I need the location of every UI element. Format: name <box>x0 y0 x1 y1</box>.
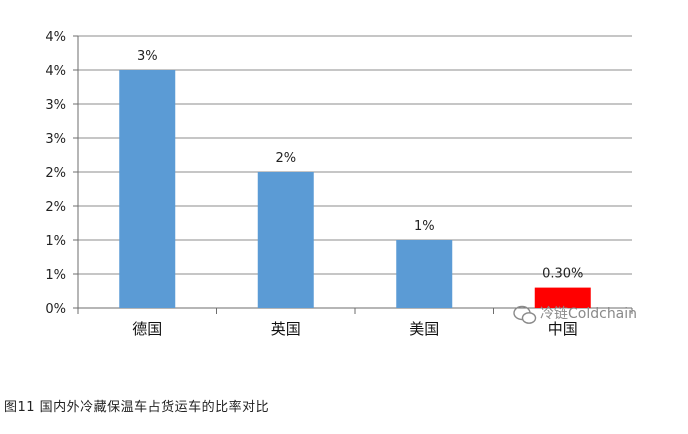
data-label: 0.30% <box>542 267 583 282</box>
x-category-label: 美国 <box>409 320 439 338</box>
bar <box>257 172 314 308</box>
y-tick-label: 1% <box>45 268 66 283</box>
bar <box>534 287 591 308</box>
x-category-label: 德国 <box>132 320 162 338</box>
watermark-text: 冷链Coldchain <box>540 306 637 322</box>
x-category-label: 中国 <box>548 320 578 338</box>
x-category-label: 英国 <box>271 320 301 338</box>
data-label: 2% <box>275 151 296 166</box>
y-tick-label: 3% <box>45 98 66 113</box>
y-tick-label: 0% <box>45 302 66 317</box>
y-tick-label: 3% <box>45 132 66 147</box>
data-label: 1% <box>414 219 435 234</box>
bars <box>119 70 591 308</box>
watermark: 冷链Coldchain <box>513 305 637 324</box>
y-tick-labels: 0% 1% 1% 2% 2% 3% 3% 4% 4% <box>45 30 66 317</box>
figure-caption: 图11 国内外冷藏保温车占货运车的比率对比 <box>4 400 270 415</box>
y-tick-label: 2% <box>45 200 66 215</box>
y-tick-label: 4% <box>45 64 66 79</box>
data-label: 3% <box>137 49 158 64</box>
bar <box>396 240 453 308</box>
bar <box>119 70 176 308</box>
wechat-icon <box>513 305 537 324</box>
y-tick-label: 1% <box>45 234 66 249</box>
x-category-labels: 德国 英国 美国 中国 <box>132 320 578 338</box>
y-tick-label: 2% <box>45 166 66 181</box>
bar-chart: 0%1%1%2%2%3%3%4%4% 德国 英国 美国 中国 3%2%1%0.30% … <box>45 30 637 338</box>
y-tick-label: 4% <box>45 30 66 45</box>
data-labels: 3% 2% 1% 0.30% <box>137 49 583 282</box>
